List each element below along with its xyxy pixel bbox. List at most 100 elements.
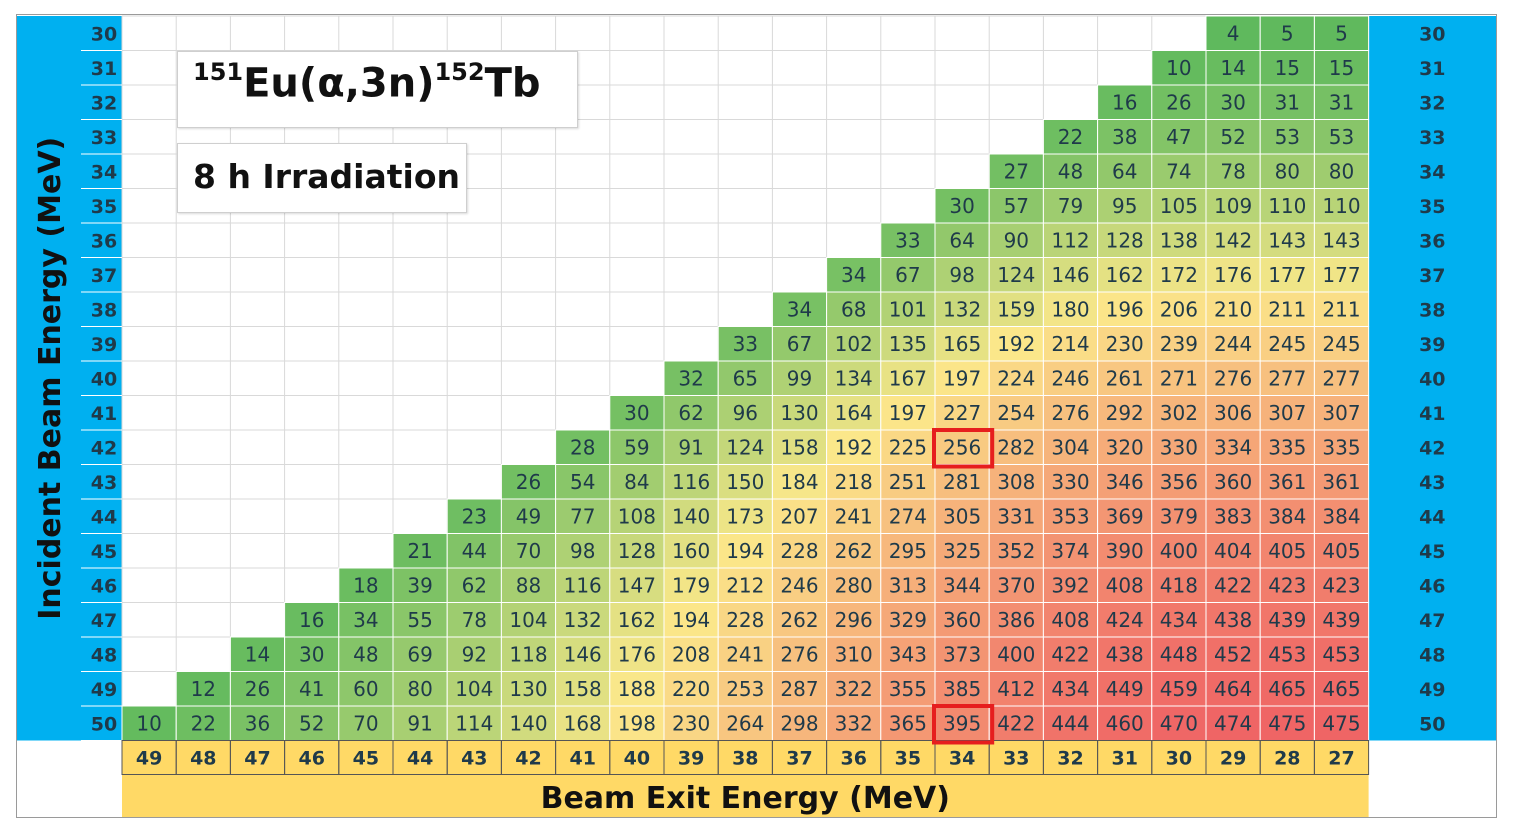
heatmap-cell	[717, 533, 773, 569]
cell-value: 10	[1166, 56, 1191, 80]
heatmap-cell	[663, 498, 719, 534]
heatmap-cell	[175, 671, 231, 707]
cell-value: 207	[780, 504, 818, 528]
cell-value: 220	[672, 677, 710, 701]
y-tick-label-left: 49	[91, 679, 117, 701]
cell-value: 253	[726, 677, 764, 701]
cell-value: 254	[997, 401, 1035, 425]
cell-value: 335	[1322, 435, 1360, 459]
y-tick-label-left: 45	[91, 541, 117, 563]
heatmap-cell	[1097, 395, 1153, 431]
heatmap-cell	[663, 636, 719, 672]
heatmap-cell	[1205, 464, 1261, 500]
heatmap-cell	[988, 602, 1044, 638]
heatmap-cell	[880, 533, 936, 569]
cell-value: 41	[299, 677, 324, 701]
heatmap-cell	[1097, 222, 1153, 258]
heatmap-cell	[826, 533, 882, 569]
heatmap-cell	[1151, 326, 1207, 362]
cell-value: 57	[1004, 194, 1029, 218]
cell-value: 475	[1322, 711, 1360, 735]
heatmap-cell	[717, 360, 773, 396]
heatmap-cell	[500, 464, 557, 500]
y-tick-label-right: 44	[1419, 506, 1445, 528]
cell-value: 360	[1214, 470, 1252, 494]
heatmap-cell	[1042, 498, 1099, 534]
cell-value: 69	[407, 642, 432, 666]
heatmap-cell	[1097, 602, 1153, 638]
heatmap-cell	[175, 705, 231, 741]
cell-value: 395	[943, 711, 981, 735]
cell-value: 322	[835, 677, 873, 701]
cell-value: 276	[1051, 401, 1089, 425]
cell-value: 33	[895, 228, 920, 252]
cell-value: 452	[1214, 642, 1252, 666]
cell-value: 30	[949, 194, 974, 218]
cell-value: 330	[1051, 470, 1089, 494]
heatmap-cell	[1097, 153, 1153, 189]
heatmap-cell	[338, 671, 394, 707]
heatmap-cell	[609, 705, 665, 741]
x-tick-label: 28	[1274, 748, 1300, 770]
cell-value: 449	[1106, 677, 1144, 701]
heatmap-cell	[1259, 705, 1315, 741]
heatmap-cell	[934, 498, 990, 534]
heatmap-cell	[1151, 395, 1207, 431]
cell-value: 464	[1214, 677, 1252, 701]
cell-value: 404	[1214, 539, 1252, 563]
cell-value: 194	[726, 539, 764, 563]
cell-value: 346	[1106, 470, 1144, 494]
cell-value: 48	[353, 642, 378, 666]
cell-value: 74	[1166, 159, 1191, 183]
heatmap-cell	[934, 222, 990, 258]
cell-value: 405	[1322, 539, 1360, 563]
heatmap-cell	[934, 360, 990, 396]
cell-value: 344	[943, 573, 981, 597]
x-tick-label: 49	[136, 748, 162, 770]
heatmap-cell	[771, 636, 828, 672]
cell-value: 105	[1160, 194, 1198, 218]
heatmap-cell	[1313, 326, 1370, 362]
cell-value: 26	[516, 470, 541, 494]
cell-value: 30	[624, 401, 649, 425]
cell-value: 22	[191, 711, 216, 735]
heatmap-cell	[555, 429, 611, 465]
heatmap-cell	[988, 567, 1044, 603]
cell-value: 108	[618, 504, 656, 528]
heatmap-cell	[717, 705, 773, 741]
heatmap-cell	[771, 291, 828, 327]
heatmap-cell	[446, 567, 502, 603]
cell-value: 373	[943, 642, 981, 666]
x-tick-label: 41	[569, 748, 595, 770]
y-tick-label-right: 30	[1419, 23, 1445, 45]
cell-value: 422	[997, 711, 1035, 735]
heatmap-cell	[338, 602, 394, 638]
x-tick-cell	[1313, 740, 1370, 775]
heatmap-cell	[826, 360, 882, 396]
cell-value: 470	[1160, 711, 1198, 735]
y-tick-label-left: 46	[91, 575, 117, 597]
cell-value: 360	[943, 608, 981, 632]
cell-value: 184	[780, 470, 818, 494]
cell-value: 62	[462, 573, 487, 597]
cell-value: 230	[1106, 332, 1144, 356]
heatmap-cell	[1259, 326, 1315, 362]
cell-value: 198	[618, 711, 656, 735]
heatmap-cell	[392, 636, 448, 672]
cell-value: 118	[509, 642, 547, 666]
heatmap-cell	[1042, 153, 1099, 189]
cell-value: 390	[1106, 539, 1144, 563]
y-tick-label-right: 48	[1419, 644, 1445, 666]
cell-value: 36	[245, 711, 270, 735]
cell-value: 180	[1051, 297, 1089, 321]
cell-value: 52	[299, 711, 324, 735]
heatmap-cell	[826, 429, 882, 465]
cell-value: 49	[516, 504, 541, 528]
cell-value: 274	[889, 504, 927, 528]
heatmap-cell	[1042, 464, 1099, 500]
y-axis-band	[17, 16, 81, 741]
heatmap-cell	[1259, 636, 1315, 672]
cell-value: 77	[570, 504, 595, 528]
cell-value: 173	[726, 504, 764, 528]
heatmap-cell	[1097, 498, 1153, 534]
